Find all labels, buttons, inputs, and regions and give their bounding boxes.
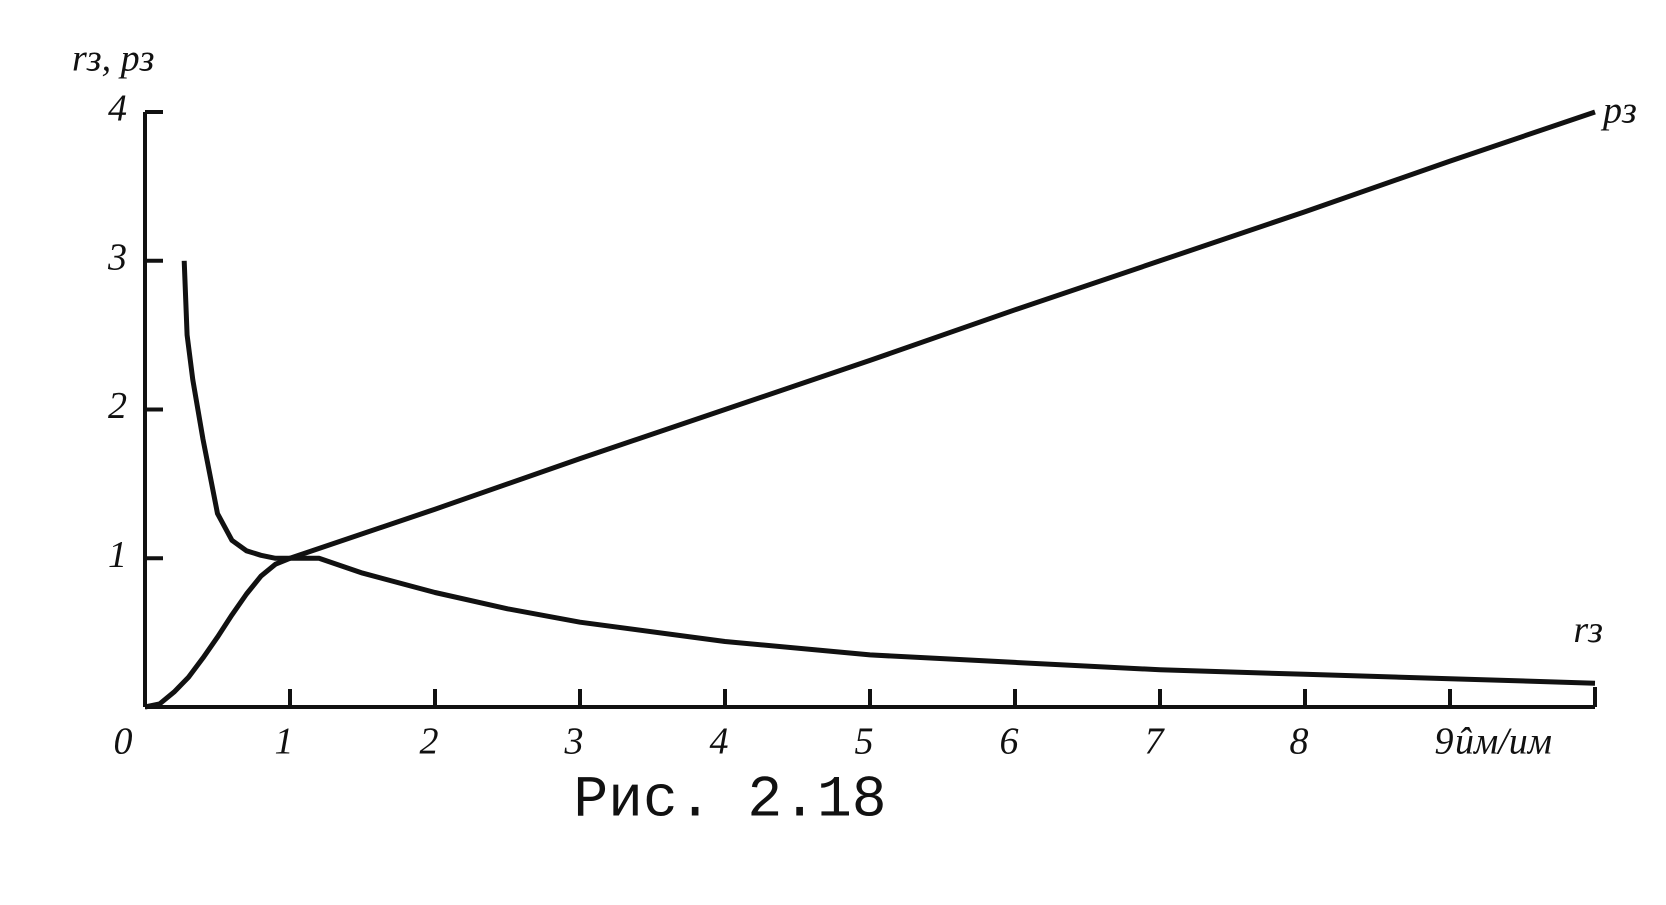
series-label: rз — [1573, 609, 1603, 651]
y-tick-label: 1 — [108, 534, 127, 576]
x-tick-label: 7 — [1145, 721, 1166, 763]
x-axis-label: ûм/uм — [1455, 721, 1552, 763]
x-tick-label: 8 — [1290, 721, 1309, 763]
y-tick-label: 3 — [107, 236, 127, 278]
y-tick-label: 2 — [108, 385, 127, 427]
x-tick-label: 5 — [855, 721, 874, 763]
x-tick-label: 3 — [564, 721, 584, 763]
y-tick-label: 4 — [108, 88, 127, 130]
x-tick-label: 0 — [114, 721, 133, 763]
series-label: pз — [1600, 90, 1637, 132]
x-tick-label: 2 — [420, 721, 439, 763]
series-line — [181, 260, 1596, 686]
series-line — [144, 109, 1596, 710]
x-tick-label: 4 — [710, 721, 729, 763]
y-axis-label: rз, pз — [72, 38, 154, 80]
caption: Рис. 2.18 — [573, 768, 886, 833]
x-tick-label: 9 — [1435, 721, 1454, 763]
x-tick-label: 1 — [275, 721, 294, 763]
x-tick-label: 6 — [1000, 721, 1019, 763]
